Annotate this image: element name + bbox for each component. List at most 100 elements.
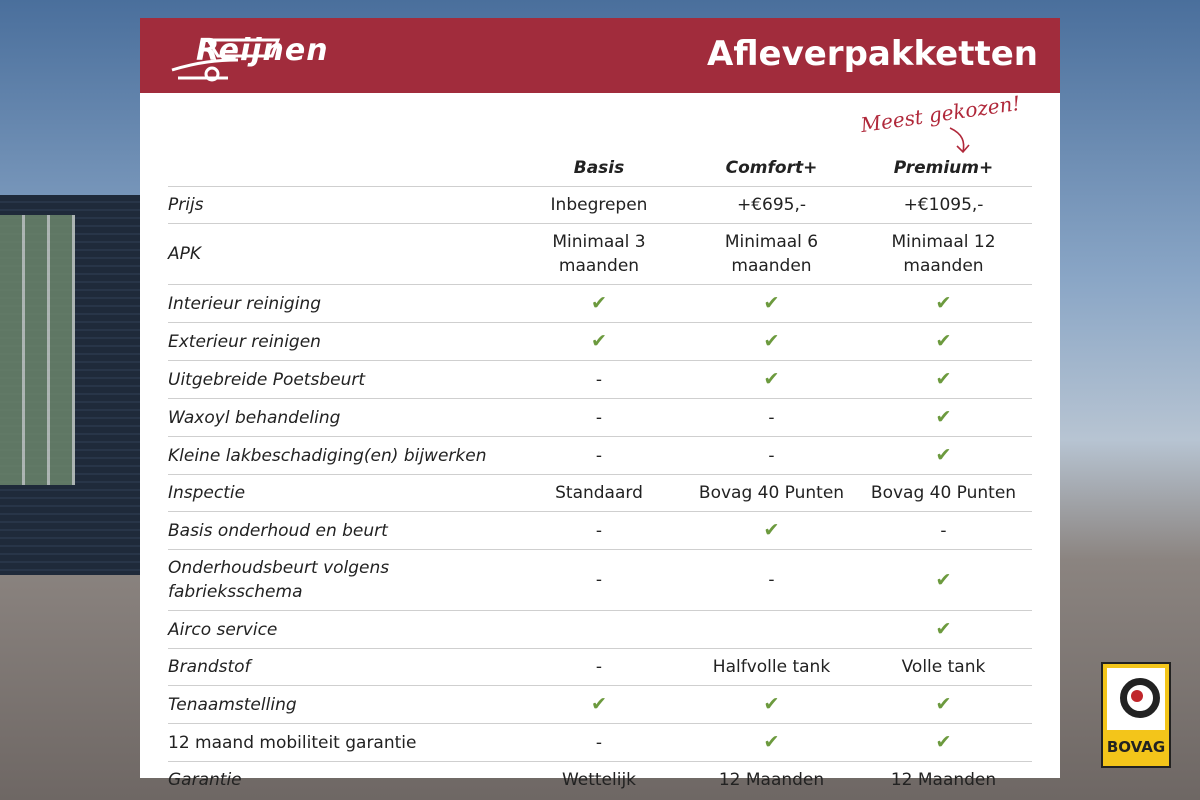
cell-line: Onderhoudsbeurt volgens [168,558,390,578]
cell-text: Brandstof [168,657,251,677]
cell: - [510,511,688,550]
cell-text: ✔ [763,693,780,715]
cell-line: maanden [731,256,812,276]
cell-text: ✔ [935,618,952,640]
cell-text: ✔ [935,444,952,466]
table-row: Garantie Wettelijk 12 Maanden 12 Maanden [168,761,1032,798]
cell-text: Interieur reiniging [168,293,321,314]
row-label: Brandstof [168,648,510,686]
cell-text: Volle tank [901,657,986,677]
cell: Volle tank [855,648,1032,686]
table-row: Basis onderhoud en beurt - ✔ - [168,511,1032,550]
cell-text: ✔ [591,292,607,314]
cell-text: Tenaamstelling [168,694,297,715]
row-label: Garantie [168,761,510,798]
cell: - [688,436,855,475]
cell-text: - [768,570,775,590]
row-label: Kleine lakbeschadiging(en) bijwerken [168,436,510,475]
cell-line: Minimaal 3 [552,232,646,252]
cell: ✔ [855,284,1032,323]
cell: +€695,- [688,186,855,224]
row-label: Inspectie [168,474,510,512]
cell-text: - [595,657,603,677]
cell-line: maanden [558,256,640,276]
cell-text: ✔ [763,519,780,541]
table-row: Brandstof - Halfvolle tank Volle tank [168,648,1032,686]
cell: Wettelijk [510,761,688,798]
cell: Minimaal 6 maanden [688,223,855,285]
cell: - [510,549,688,611]
cell-text: ✔ [935,292,952,314]
cell: - [510,436,688,475]
cell: - [510,723,688,762]
background-windows [0,215,75,485]
cell: ✔ [688,685,855,724]
logo-text: Reijnen [196,33,329,68]
cell-text: Prijs [168,195,204,215]
cell-text: - [595,369,603,390]
cell: - [688,549,855,611]
row-label: APK [168,223,510,285]
cell-text: Bovag 40 Punten [870,483,1017,503]
cell: ✔ [855,723,1032,762]
cell-text: ✔ [763,330,780,352]
cell-text: Wettelijk [561,770,637,790]
cell: - [688,398,855,437]
cell: ✔ [510,685,688,724]
cell-text: Halfvolle tank [712,657,831,677]
cell: ✔ [688,723,855,762]
header-title: Afleverpakketten [707,34,1038,74]
table-row: APK Minimaal 3 maanden Minimaal 6 maanden Min… [168,223,1032,285]
cell-text: Uitgebreide Poetsbeurt [168,369,366,390]
cell: ✔ [688,360,855,399]
cell: +€1095,- [855,186,1032,224]
cell: ✔ [855,322,1032,361]
cell-text: 12 maand mobiliteit garantie [168,732,417,753]
cell-text: ✔ [935,568,952,591]
row-label: Waxoyl behandeling [168,398,510,437]
cell-line: Minimaal 6 [724,232,819,252]
cell-text: Bovag 40 Punten [698,483,845,503]
cell: ✔ [855,549,1032,611]
badge-logo [1107,668,1165,730]
cell: - [855,511,1032,550]
row-label: Airco service [168,610,510,649]
cell: Inbegrepen [510,186,688,224]
cell-text: Inbegrepen [550,195,648,215]
cell-line: fabrieksschema [168,582,303,602]
cell: - [510,360,688,399]
cell-text: Premium+ [893,158,994,178]
cell: ✔ [510,284,688,323]
cell-text: ✔ [935,330,952,352]
header-cell [168,150,510,187]
header-row: Basis Comfort+ Premium+ [168,150,1032,187]
cell: ✔ [855,685,1032,724]
cell-text: APK [168,244,202,264]
row-label: Exterieur reinigen [168,322,510,361]
cell: ✔ [688,284,855,323]
table-row: Exterieur reinigen ✔ ✔ ✔ [168,322,1032,361]
cell-text: Kleine lakbeschadiging(en) bijwerken [168,445,487,466]
header: Reijnen Afleverpakketten [140,18,1060,93]
row-label: Uitgebreide Poetsbeurt [168,360,510,399]
cell-text: - [940,520,947,541]
comparison-table: Basis Comfort+ Premium+ Prijs Inbegrepen +€69… [168,150,1032,798]
table-row: Kleine lakbeschadiging(en) bijwerken - - ✔ [168,436,1032,475]
column-header: Premium+ [855,150,1032,187]
cell [510,610,688,649]
cell-text: Comfort+ [725,158,818,178]
cell-text: 12 Maanden [890,770,997,790]
cell: - [510,648,688,686]
column-header: Comfort+ [688,150,855,187]
cell-text: ✔ [591,693,607,715]
cell-text: Waxoyl behandeling [168,407,341,428]
card: Reijnen Afleverpakketten Meest gekozen! … [140,18,1060,798]
cell: Bovag 40 Punten [855,474,1032,512]
cell-text: Basis [573,158,625,178]
cell-text: ✔ [935,693,952,715]
cell: Halfvolle tank [688,648,855,686]
table-row: Interieur reiniging ✔ ✔ ✔ [168,284,1032,323]
annotation: Meest gekozen! [859,90,1022,138]
cell: Bovag 40 Punten [688,474,855,512]
